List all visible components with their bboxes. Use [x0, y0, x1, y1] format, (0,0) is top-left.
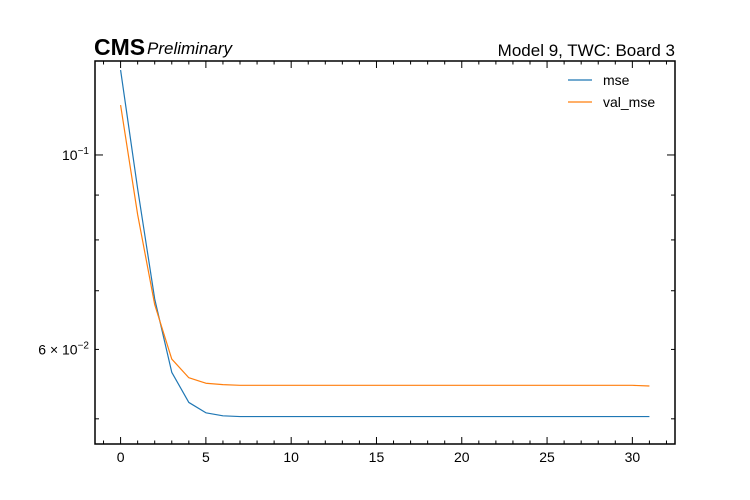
y-tick-label-exponent: −2 [78, 340, 90, 351]
chart-title: Model 9, TWC: Board 3 [498, 41, 675, 60]
status-label: Preliminary [147, 39, 234, 58]
series-line-mse [119, 69, 650, 418]
y-tick-label-exponent: −1 [78, 146, 90, 157]
x-tick-label: 15 [369, 449, 385, 465]
series-line-val-mse [119, 104, 650, 387]
x-tick-label: 25 [539, 449, 555, 465]
x-tick-label: 20 [454, 449, 470, 465]
y-tick-label-base: 6 × 10 [38, 341, 78, 357]
y-tick-label-base: 10 [62, 147, 78, 163]
x-tick-label: 10 [283, 449, 299, 465]
x-tick-label: 5 [202, 449, 210, 465]
legend: mse val_mse [568, 72, 655, 110]
legend-label: val_mse [603, 94, 655, 110]
y-tick-label: 10−1 [62, 146, 89, 163]
y-tick-label: 6 × 10−2 [38, 340, 89, 357]
experiment-label: CMS [94, 34, 145, 60]
x-tick-label: 0 [117, 449, 125, 465]
x-tick-label: 30 [625, 449, 641, 465]
legend-label: mse [603, 72, 630, 88]
plot-frame [94, 60, 676, 445]
